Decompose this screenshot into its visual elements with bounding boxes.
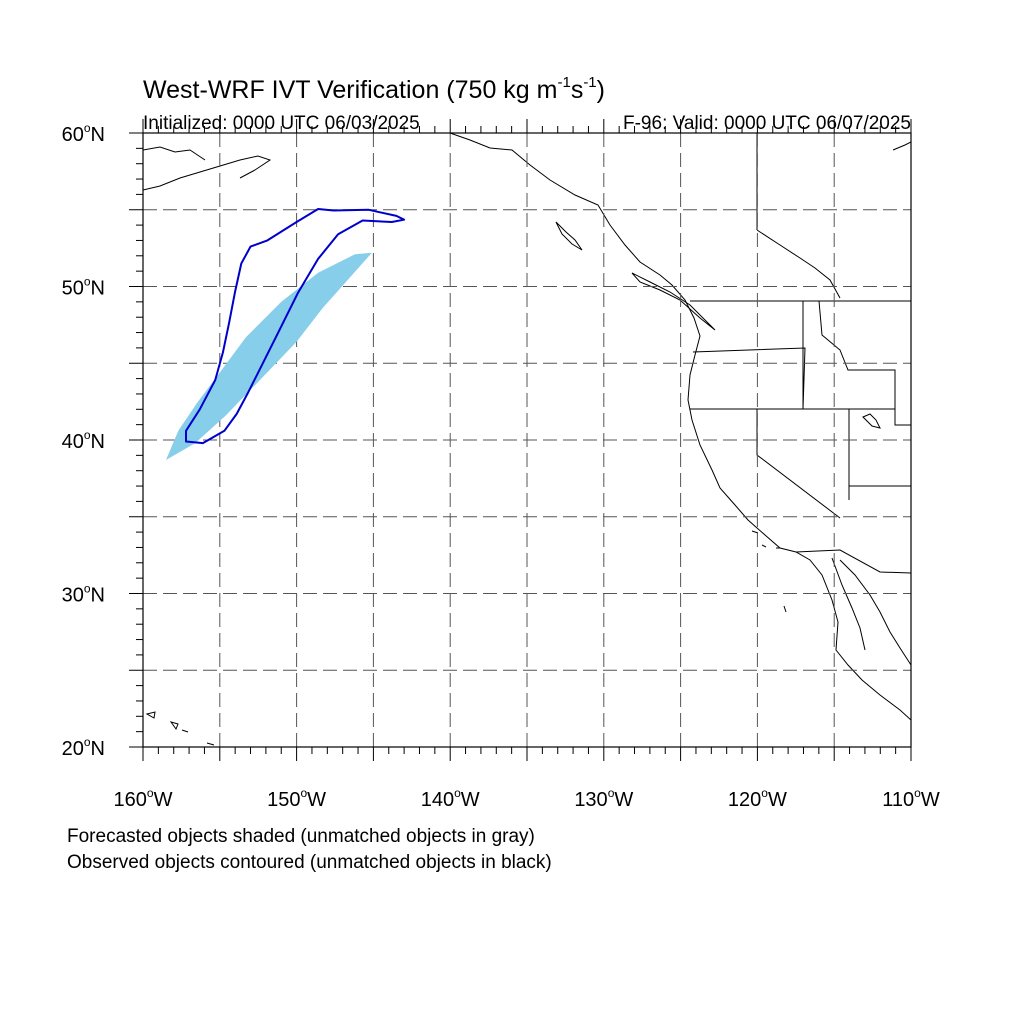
lon-label-110: 110oW — [882, 786, 940, 811]
valid-time-label: F-96: Valid: 0000 UTC 06/07/2025 — [623, 113, 911, 134]
observed-caption: Observed objects contoured (unmatched ob… — [67, 852, 552, 873]
longitude-labels: 160oW 150oW 140oW 130oW 120oW 110oW — [114, 786, 940, 811]
coastline-north-america — [449, 133, 911, 721]
coastline-layer — [143, 133, 911, 746]
lon-label-130: 130oW — [574, 786, 633, 811]
lon-label-140: 140oW — [421, 786, 480, 811]
lat-label-50: 50oN — [62, 275, 105, 300]
lon-label-150: 150oW — [267, 786, 326, 811]
california-nevada-border — [756, 409, 841, 519]
initialized-time-label: Initialized: 0000 UTC 06/03/2025 — [143, 113, 420, 134]
great-lake-outline — [892, 141, 911, 151]
channel-islands — [751, 530, 787, 613]
forecast-caption: Forecasted objects shaded (unmatched obj… — [67, 826, 535, 847]
hawaii-islands — [145, 711, 215, 746]
haida-gwaii — [555, 221, 583, 251]
lon-label-120: 120oW — [728, 786, 787, 811]
alaska-peninsula — [143, 146, 206, 161]
political-borders — [690, 133, 911, 574]
lat-label-40: 40oN — [62, 428, 105, 453]
gulf-of-california-east — [839, 559, 911, 666]
montana-border — [818, 300, 911, 426]
washington-oregon-border — [692, 347, 806, 410]
baja-inner-coast — [831, 557, 866, 651]
us-mexico-border — [795, 549, 911, 574]
alaska-coast — [143, 155, 272, 191]
forecast-objects-layer — [166, 252, 372, 460]
lat-label-20: 20oN — [62, 735, 105, 760]
forecast-ivt-object — [166, 252, 372, 460]
hudson-bay-area — [756, 229, 841, 299]
latitude-labels: 60oN 50oN 40oN 30oN 20oN — [62, 121, 105, 760]
observed-objects-layer — [185, 208, 406, 445]
lon-label-160: 160oW — [114, 786, 173, 811]
lat-lon-grid — [143, 133, 911, 747]
lat-label-30: 30oN — [62, 582, 105, 607]
utah-lake — [862, 413, 881, 429]
plot-area — [143, 133, 911, 747]
vancouver-island — [631, 272, 716, 331]
lat-label-60: 60oN — [62, 121, 105, 146]
map-title: West-WRF IVT Verification (750 kg m-1s-1… — [143, 74, 605, 104]
observed-ivt-contour — [185, 208, 406, 445]
axis-ticks — [129, 119, 912, 761]
